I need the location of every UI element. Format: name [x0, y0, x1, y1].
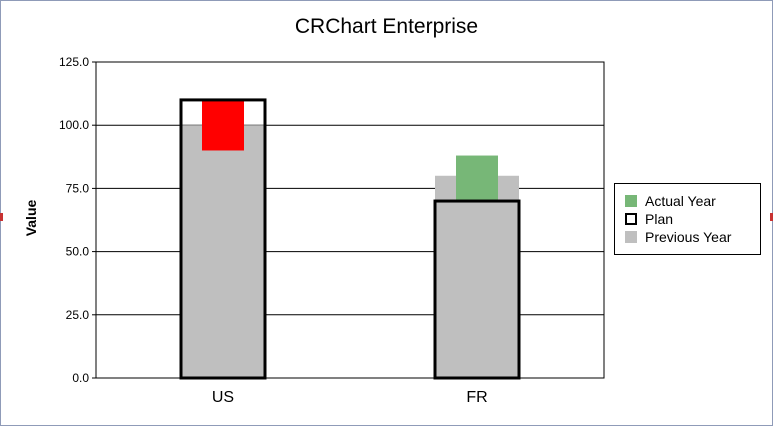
- plot-background: [96, 62, 604, 378]
- legend-label-actual-year: Actual Year: [645, 193, 716, 209]
- y-tick-label: 100.0: [59, 118, 89, 132]
- chart-title: CRChart Enterprise: [294, 15, 479, 38]
- x-category-label: US: [212, 389, 234, 406]
- legend-swatch-actual-year: [625, 195, 637, 207]
- legend-swatch-plan: [625, 213, 637, 225]
- bar-previous-year: [181, 125, 265, 378]
- y-tick-label: 0.0: [72, 371, 89, 385]
- legend: Actual Year Plan Previous Year: [614, 183, 761, 255]
- legend-item-previous-year: Previous Year: [625, 228, 731, 246]
- legend-swatch-previous-year: [625, 231, 637, 243]
- y-tick-label: 75.0: [66, 181, 90, 195]
- legend-item-plan: Plan: [625, 210, 673, 228]
- right-edge-marker: [770, 213, 773, 221]
- left-edge-marker: [0, 213, 3, 221]
- plot-border: [95, 61, 605, 379]
- legend-item-actual-year: Actual Year: [625, 192, 716, 210]
- legend-label-plan: Plan: [645, 211, 674, 227]
- bar-previous-year: [435, 175, 519, 378]
- y-tick-label: 25.0: [66, 308, 90, 322]
- x-category-label: FR: [466, 389, 487, 406]
- bar-actual-year: [456, 155, 498, 202]
- y-tick-label: 50.0: [66, 245, 90, 259]
- legend-label-previous-year: Previous Year: [645, 229, 732, 245]
- y-tick-label: 125.0: [59, 55, 89, 69]
- bar-actual-year: [202, 99, 244, 151]
